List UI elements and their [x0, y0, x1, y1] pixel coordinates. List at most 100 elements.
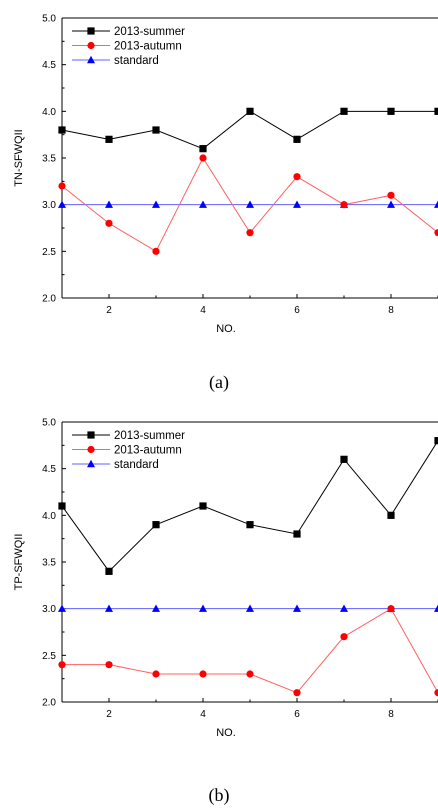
point-autumn — [152, 670, 160, 678]
caption-a: (a) — [209, 372, 229, 392]
point-autumn — [246, 229, 254, 237]
point-standard — [293, 200, 301, 208]
point-summer — [246, 521, 254, 529]
x-tick-label: 6 — [294, 709, 300, 720]
y-tick-label: 2.5 — [42, 247, 56, 258]
y-tick-label: 5.0 — [42, 418, 56, 429]
y-tick-label: 4.5 — [42, 60, 56, 71]
y-tick-label: 4.5 — [42, 464, 56, 475]
y-axis-title: TN-SFWQII — [13, 129, 25, 186]
point-standard — [199, 604, 207, 612]
series-line-summer — [61, 110, 438, 150]
point-standard — [152, 200, 160, 208]
point-summer — [293, 135, 301, 143]
point-summer — [58, 126, 66, 134]
point-standard — [58, 604, 66, 612]
x-tick-label: 6 — [294, 305, 300, 316]
point-summer — [58, 502, 66, 510]
point-autumn — [105, 219, 113, 227]
point-autumn — [387, 191, 395, 199]
point-autumn — [387, 605, 395, 613]
series-autumn — [58, 154, 438, 255]
point-summer — [434, 107, 438, 115]
point-summer — [387, 511, 395, 519]
legend-label-summer: 2013-summer — [114, 26, 185, 38]
point-summer — [246, 107, 254, 115]
point-summer — [340, 107, 348, 115]
point-autumn — [105, 661, 113, 669]
point-autumn — [199, 154, 207, 162]
y-tick-label: 2.5 — [42, 651, 56, 662]
point-standard — [199, 200, 207, 208]
x-tick-label: 4 — [200, 709, 206, 720]
y-tick-label: 3.5 — [42, 154, 56, 165]
legend-marker-summer — [87, 431, 95, 439]
y-tick-label: 3.5 — [42, 558, 56, 569]
legend-label-summer: 2013-summer — [114, 430, 185, 442]
point-summer — [105, 135, 113, 143]
y-tick-label: 4.0 — [42, 511, 56, 522]
point-standard — [105, 200, 113, 208]
point-summer — [199, 145, 207, 153]
caption-b: (b) — [208, 785, 230, 805]
x-tick-label: 8 — [388, 709, 394, 720]
series-autumn — [58, 605, 438, 697]
legend-marker-summer — [87, 27, 95, 35]
point-autumn — [293, 173, 301, 181]
legend-marker-autumn — [87, 41, 95, 50]
y-axis-title: TP-SFWQII — [13, 534, 25, 591]
point-standard — [246, 200, 254, 208]
x-tick-label: 4 — [200, 305, 206, 316]
y-tick-label: 2.0 — [42, 698, 56, 709]
point-standard — [105, 604, 113, 612]
point-summer — [340, 455, 348, 463]
series-line-autumn — [62, 607, 438, 694]
point-autumn — [246, 670, 254, 678]
point-autumn — [434, 689, 438, 697]
point-summer — [199, 502, 207, 510]
legend-marker-autumn — [87, 445, 95, 454]
legend-label-autumn: 2013-autumn — [114, 445, 182, 457]
figure-b: 2.0 2.5 3.0 3.5 4.0 4.5 5.0 2 4 6 8 NO. TP-SFWQII 201… — [0, 404, 438, 809]
point-autumn — [293, 689, 301, 697]
legend-label-standard: standard — [114, 459, 159, 471]
point-standard — [58, 200, 66, 208]
point-standard — [246, 604, 254, 612]
chart-a: 2.0 2.5 3.0 3.5 4.0 4.5 5.0 2 4 6 8 NO. TN-SFWQII 201… — [13, 14, 438, 335]
point-autumn — [434, 229, 438, 237]
point-autumn — [152, 247, 160, 255]
x-axis-title: NO. — [216, 727, 236, 739]
point-autumn — [58, 661, 66, 669]
x-axis-title: NO. — [216, 323, 236, 335]
chart-b: 2.0 2.5 3.0 3.5 4.0 4.5 5.0 2 4 6 8 NO. TP-SFWQII 201… — [13, 418, 438, 739]
y-tick-label: 2.0 — [42, 294, 56, 305]
point-autumn — [58, 182, 66, 190]
point-standard — [340, 604, 348, 612]
point-standard — [434, 200, 438, 208]
x-tick-label: 8 — [388, 305, 394, 316]
point-summer — [434, 437, 438, 445]
y-tick-label: 4.0 — [42, 107, 56, 118]
legend: 2013-summer 2013-autumn standard — [72, 430, 185, 471]
legend-marker-standard — [87, 459, 95, 468]
legend-marker-standard — [87, 55, 95, 64]
x-tick-label: 2 — [106, 305, 112, 316]
point-standard — [387, 200, 395, 208]
point-autumn — [340, 633, 348, 641]
series-summer — [58, 437, 438, 575]
point-summer — [152, 126, 160, 134]
point-autumn — [199, 670, 207, 678]
point-summer — [387, 107, 395, 115]
series-summer — [58, 107, 438, 153]
point-autumn — [340, 201, 348, 209]
figure-a: 2.0 2.5 3.0 3.5 4.0 4.5 5.0 2 4 6 8 NO. TN-SFWQII 201… — [13, 14, 438, 392]
legend-label-autumn: 2013-autumn — [114, 41, 182, 53]
point-summer — [293, 530, 301, 538]
legend: 2013-summer 2013-autumn standard — [72, 26, 185, 67]
point-summer — [152, 521, 160, 529]
series-standard — [58, 200, 438, 208]
series-standard — [58, 604, 438, 612]
point-standard — [152, 604, 160, 612]
point-standard — [293, 604, 301, 612]
point-summer — [105, 567, 113, 575]
